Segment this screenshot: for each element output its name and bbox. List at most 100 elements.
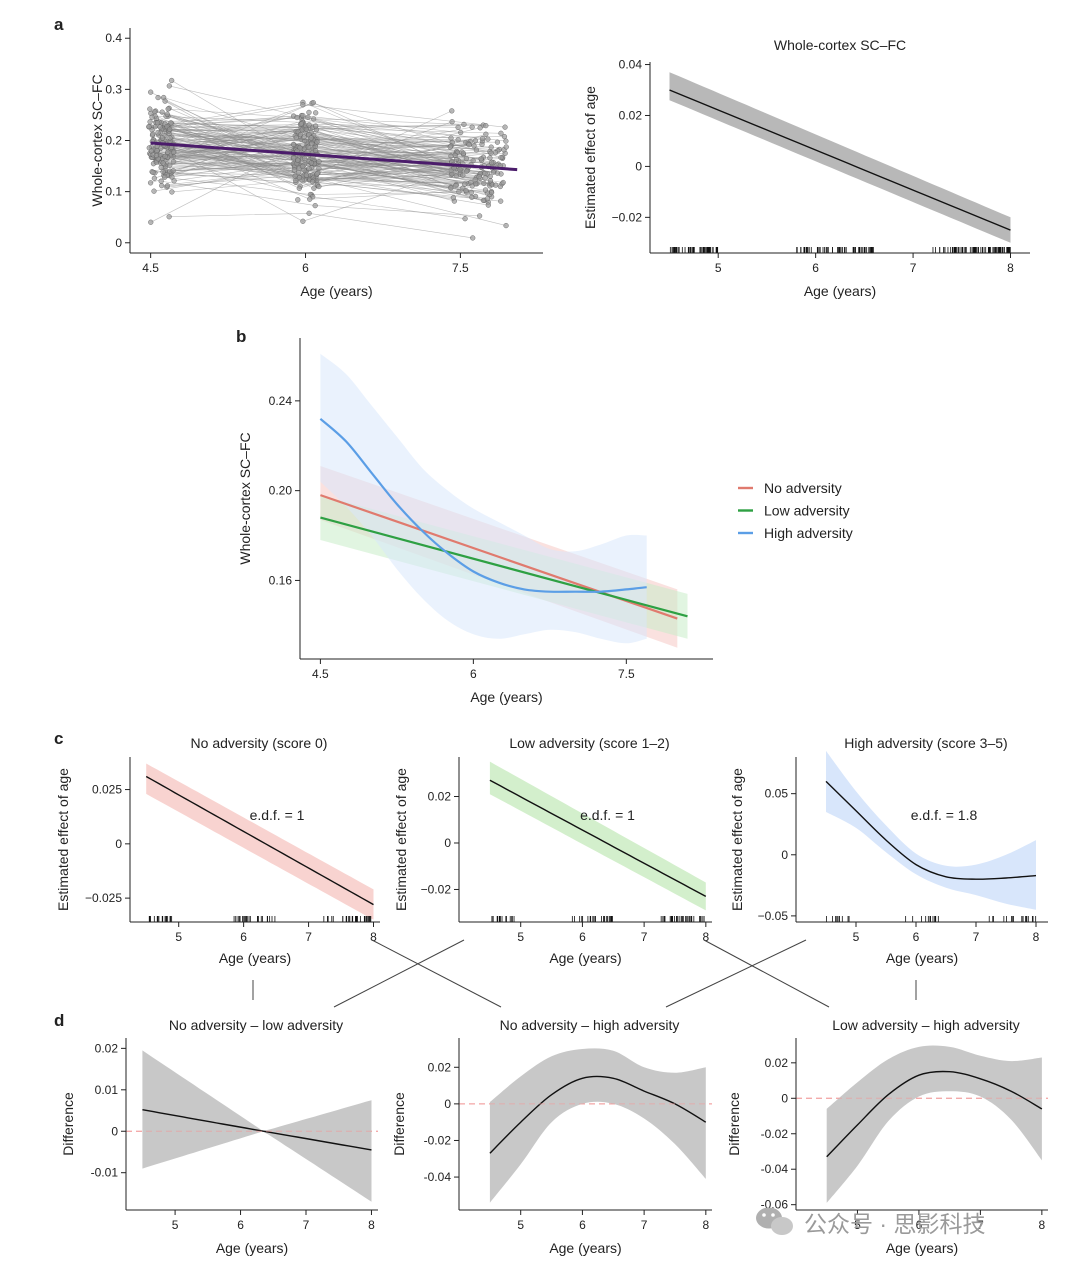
data-point [316,183,322,190]
chart-title: High adversity (score 3–5) [844,735,1007,751]
y-axis-label: Estimated effect of age [55,768,71,911]
data-point [151,175,157,181]
y-tick-label: -0.02 [761,1127,789,1141]
data-point [294,114,300,121]
x-tick-label: 4.5 [312,667,329,681]
data-point [498,130,504,136]
data-point [155,94,161,101]
data-point [308,135,314,141]
data-point [167,135,173,141]
data-point [168,120,174,126]
y-axis-label: Difference [391,1092,407,1156]
data-point [476,213,483,219]
x-tick-label: 6 [240,930,247,944]
data-point [498,154,504,161]
data-point [155,130,161,136]
x-axis-label: Age (years) [886,950,958,966]
x-tick-label: 4.5 [142,261,159,275]
y-axis-label: Difference [60,1092,76,1156]
data-point [483,131,489,137]
data-point [477,125,483,131]
data-point [162,98,168,104]
data-point [160,169,166,175]
data-point [455,137,461,143]
fit-line [145,775,374,906]
x-tick-label: 8 [1033,930,1040,944]
data-point [151,188,157,194]
trajectories [146,77,509,241]
x-axis-label: Age (years) [804,283,876,299]
fit-line [826,1070,1043,1158]
data-point [147,106,153,112]
data-point [290,141,297,147]
chart-title: No adversity – low adversity [169,1017,343,1033]
data-point [166,214,172,220]
data-point [503,138,509,144]
data-point [162,153,168,159]
watermark-text: 公众号 · 思影科技 [804,1211,985,1237]
data-point [469,124,475,130]
y-tick-label: 0 [635,159,642,173]
data-point [470,235,476,241]
data-point [169,174,175,180]
y-axis-label: Whole-cortex SC–FC [89,74,105,206]
panel-label-a: a [54,15,64,34]
x-tick-label: 6 [812,261,819,275]
data-point [466,142,472,148]
data-point [462,216,468,222]
data-point [164,111,170,117]
confidence-band [146,763,374,920]
x-tick-label: 7 [641,1218,648,1232]
y-axis-label: Estimated effect of age [729,768,745,911]
y-tick-label: −0.02 [612,210,643,224]
y-tick-label: 0.02 [95,1041,119,1055]
confidence-band [669,72,1011,243]
panel-label-d: d [54,1011,64,1030]
data-point [165,106,171,112]
data-point [498,198,504,204]
y-tick-label: −0.05 [758,909,789,923]
confidence-band [489,1048,706,1203]
data-point [150,131,156,137]
data-point [169,77,175,84]
data-point [489,190,495,196]
data-point [460,172,466,178]
y-tick-label: -0.02 [424,1133,452,1147]
data-point [154,120,161,126]
x-tick-label: 7 [910,261,917,275]
wechat-icon [756,1207,793,1235]
fit-line [489,1075,707,1154]
x-tick-label: 6 [579,1218,586,1232]
data-point [471,143,477,149]
data-point [300,218,306,224]
trajectory-line [169,212,473,239]
data-point [478,156,484,162]
y-tick-label: 0 [111,1124,118,1138]
y-tick-label: -0.01 [91,1166,119,1180]
fit-line [142,1109,372,1151]
x-tick-label: 7 [973,930,980,944]
data-point [484,196,490,202]
chart-d1: -0.01 0 0.01 0.02 5 6 7 8 Age (years) Difference N… [60,1017,378,1256]
chart-a-left: 0 0.1 0.2 0.3 0.4 4.5 6 7.5 Age (years) Whole-cor… [89,28,543,299]
x-tick-label: 8 [368,1218,375,1232]
x-tick-label: 7.5 [618,667,635,681]
x-tick-label: 7 [305,930,312,944]
data-point [291,167,298,173]
group-fit-line [150,141,518,172]
data-point [159,135,166,141]
y-tick-label: 0.04 [619,58,643,72]
data-point [298,121,304,127]
y-tick-label: 0.4 [105,31,122,45]
y-tick-label: 0.20 [269,484,293,498]
data-point [147,119,153,125]
x-tick-label: 5 [853,930,860,944]
data-point [473,147,479,153]
data-point [490,169,497,175]
y-tick-label: -0.04 [761,1162,789,1176]
x-tick-label: 6 [913,930,920,944]
y-axis-label: Difference [726,1092,742,1156]
legend: No adversity Low adversity High adversity [738,480,853,541]
chart-c1: e.d.f. = 1 −0.025 0 0.025 5 6 7 8 Age (years) Est… [55,735,380,966]
